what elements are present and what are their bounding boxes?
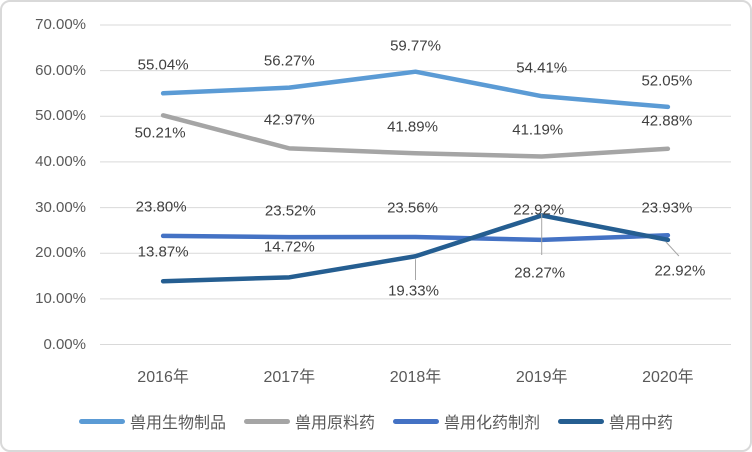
data-label: 13.87%: [137, 243, 189, 261]
y-axis-tick-label: 60.00%: [35, 61, 86, 79]
data-label: 22.92%: [513, 201, 565, 219]
legend-swatch: [393, 418, 439, 424]
y-axis-tick-label: 20.00%: [35, 244, 86, 262]
y-axis-tick-label: 0.00%: [43, 335, 86, 353]
series-line: [160, 113, 671, 159]
legend-swatch: [243, 418, 290, 424]
legend-label: 兽用化药制剂: [444, 415, 541, 432]
data-label: 23.52%: [264, 202, 316, 220]
legend-swatch: [558, 418, 605, 424]
data-label: 52.05%: [641, 72, 693, 90]
data-label: 41.89%: [387, 118, 438, 136]
data-label: 42.97%: [263, 111, 315, 129]
data-label: 23.80%: [135, 198, 187, 216]
x-axis-category-label: 2020年: [642, 369, 694, 386]
data-label: 22.92%: [654, 262, 706, 280]
data-label: 56.27%: [263, 52, 315, 70]
legend-item: 兽用原料药: [243, 409, 375, 433]
data-label: 55.04%: [137, 56, 189, 74]
data-label-leader-line: [665, 241, 680, 257]
legend-item: 兽用生物制品: [78, 409, 226, 433]
x-axis-category-label: 2017年: [263, 369, 316, 386]
series-line: [160, 233, 671, 243]
legend-item: 兽用中药: [558, 409, 673, 433]
legend-label: 兽用生物制品: [129, 415, 226, 432]
data-label: 14.72%: [263, 238, 315, 256]
y-axis-tick-label: 10.00%: [35, 289, 86, 307]
data-label: 28.27%: [514, 264, 566, 282]
legend-label: 兽用中药: [609, 415, 674, 432]
legend: 兽用生物制品 兽用原料药 兽用化药制剂 兽用中药: [2, 409, 750, 433]
legend-label: 兽用原料药: [294, 415, 375, 432]
y-axis-tick-label: 70.00%: [35, 16, 86, 33]
data-label: 54.41%: [516, 59, 568, 77]
y-axis-tick-label: 30.00%: [35, 198, 86, 216]
x-axis-category-label: 2019年: [515, 369, 568, 386]
legend-swatch: [78, 418, 125, 424]
y-axis-tick-label: 40.00%: [35, 152, 86, 170]
x-axis-category-label: 2016年: [137, 369, 189, 386]
data-label: 19.33%: [388, 282, 439, 300]
y-axis-tick-label: 50.00%: [35, 107, 86, 125]
data-label: 42.88%: [641, 112, 693, 130]
data-label: 59.77%: [390, 37, 441, 55]
data-label: 23.93%: [641, 199, 693, 217]
x-axis-category-label: 2018年: [389, 369, 442, 386]
series-line: [160, 213, 671, 284]
legend-item: 兽用化药制剂: [393, 409, 540, 433]
data-label: 23.56%: [387, 199, 438, 217]
data-label: 50.21%: [134, 124, 186, 142]
data-label: 41.19%: [512, 121, 564, 139]
series-line: [160, 69, 671, 110]
